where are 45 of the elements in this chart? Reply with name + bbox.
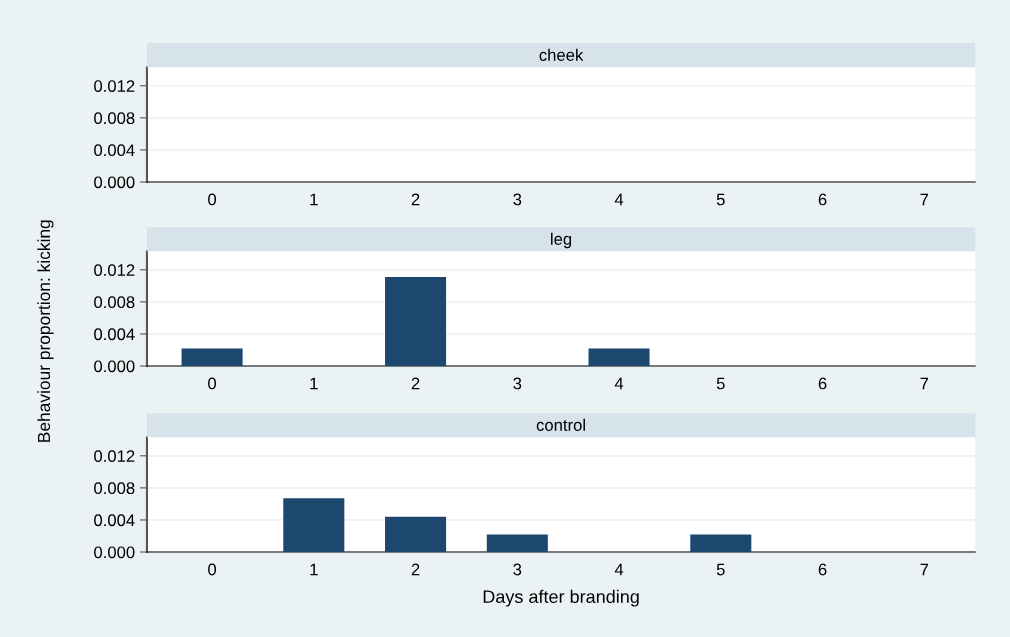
y-tick-label: 0.008 [94, 482, 135, 495]
y-tick-label: 0.000 [94, 360, 135, 373]
chart-title: control [536, 418, 585, 431]
x-tick-label: 1 [310, 563, 318, 576]
y-tick-label: 0.000 [94, 546, 135, 559]
x-tick-label: 7 [920, 563, 929, 576]
x-axis-title: Days after branding [483, 589, 639, 607]
chart-title: cheek [539, 48, 584, 61]
bar [385, 516, 447, 553]
x-tick-label: 7 [920, 193, 929, 206]
x-tick-label: 1 [310, 377, 318, 390]
y-tick-label: 0.000 [94, 176, 135, 189]
x-tick-label: 2 [411, 377, 420, 390]
x-tick-label: 2 [411, 193, 420, 206]
x-tick-label: 1 [310, 193, 318, 206]
y-tick-label: 0.008 [94, 296, 135, 309]
x-tick-label: 5 [716, 377, 725, 390]
x-tick-label: 3 [513, 563, 522, 576]
x-tick-label: 2 [411, 563, 420, 576]
y-axis-title: Behaviour proportion: kicking [37, 220, 54, 442]
x-tick-label: 0 [208, 563, 217, 576]
bar [283, 498, 345, 553]
y-tick-label: 0.004 [94, 328, 135, 341]
x-tick-label: 3 [513, 193, 522, 206]
x-tick-label: 4 [614, 193, 624, 206]
bar [690, 534, 752, 553]
x-tick-label: 3 [513, 377, 522, 390]
x-tick-label: 6 [818, 193, 827, 206]
x-tick-label: 5 [716, 193, 725, 206]
y-tick-label: 0.012 [94, 80, 135, 92]
x-tick-label: 0 [208, 377, 217, 390]
y-tick-label: 0.012 [94, 264, 135, 277]
x-tick-label: 6 [818, 377, 827, 390]
x-tick-label: 4 [614, 377, 624, 390]
y-tick-label: 0.004 [94, 514, 135, 527]
x-tick-label: 7 [920, 377, 929, 390]
bar [486, 534, 548, 553]
y-tick-label: 0.008 [94, 112, 135, 125]
x-tick-label: 6 [818, 563, 827, 576]
x-tick-label: 0 [208, 193, 217, 206]
x-tick-label: 4 [614, 563, 624, 576]
x-tick-label: 5 [716, 563, 725, 576]
chart-title: leg [551, 232, 572, 249]
y-tick-label: 0.012 [94, 450, 135, 463]
y-tick-label: 0.004 [94, 144, 135, 157]
